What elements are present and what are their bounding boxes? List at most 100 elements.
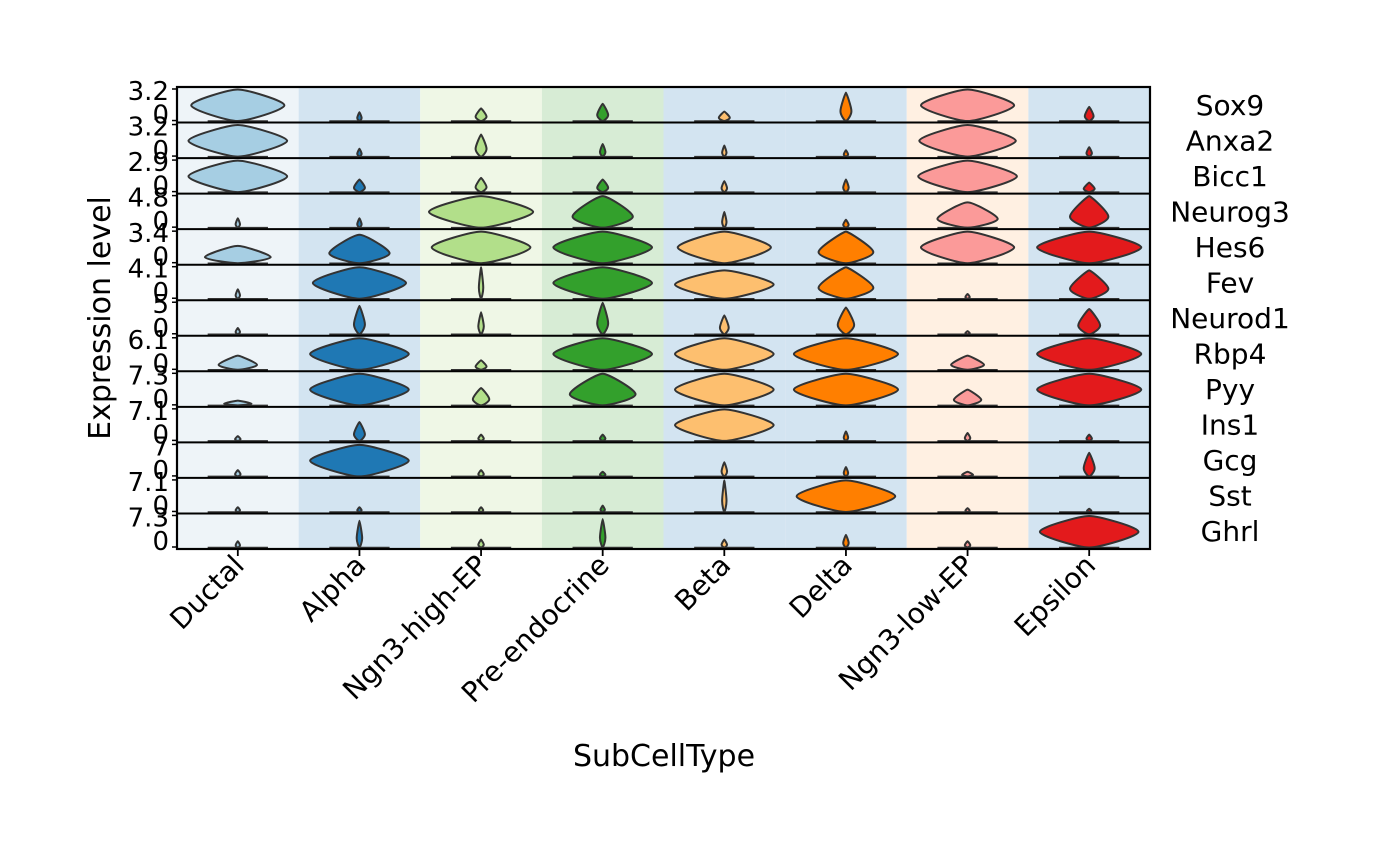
violin-anxa2-ngn3-low-ep bbox=[918, 124, 1017, 158]
y-tick-min-anxa2: 0 bbox=[152, 136, 169, 166]
gene-label-ins1: Ins1 bbox=[1201, 409, 1259, 442]
violin-ghrl-ductal bbox=[234, 540, 242, 549]
violin-rbp4-epsilon bbox=[1036, 337, 1143, 371]
gene-label-anxa2: Anxa2 bbox=[1186, 124, 1274, 157]
violin-neurog3-alpha bbox=[356, 217, 363, 229]
violin-pyy-ductal bbox=[223, 399, 253, 407]
violin-pyy-pre-endocrine bbox=[568, 372, 637, 407]
violin-anxa2-alpha bbox=[356, 147, 363, 158]
violin-bicc1-ngn3-low-ep bbox=[917, 159, 1018, 194]
violin-ins1-beta bbox=[673, 408, 775, 442]
y-tick-max-neurog3: 4.8 bbox=[128, 184, 169, 214]
violin-ghrl-alpha bbox=[355, 519, 364, 549]
violin-rbp4-ductal bbox=[217, 354, 258, 371]
violin-gcg-beta bbox=[720, 461, 729, 478]
violin-ins1-delta bbox=[842, 430, 850, 442]
violin-hes6-delta bbox=[817, 230, 875, 265]
violin-ghrl-ngn3-low-ep bbox=[963, 540, 972, 549]
x-tick-label-delta: Delta bbox=[783, 549, 859, 625]
y-tick-min-ghrl: 0 bbox=[152, 527, 169, 557]
violin-hes6-ductal bbox=[203, 244, 272, 265]
y-tick-max-sst: 7.1 bbox=[128, 468, 169, 498]
violin-neurog3-ductal bbox=[234, 217, 242, 229]
violin-anxa2-epsilon bbox=[1085, 146, 1093, 158]
violin-gcg-alpha bbox=[309, 443, 410, 478]
violin-sox9-pre-endocrine bbox=[596, 102, 610, 123]
violin-neurog3-delta bbox=[842, 218, 850, 229]
violin-anxa2-beta bbox=[721, 144, 728, 158]
x-tick-label-beta: Beta bbox=[668, 549, 737, 618]
violin-hes6-beta bbox=[676, 230, 772, 265]
gene-label-bicc1: Bicc1 bbox=[1192, 160, 1268, 193]
gene-label-rbp4: Rbp4 bbox=[1194, 338, 1267, 371]
y-tick-max-sox9: 3.2 bbox=[128, 77, 169, 107]
violin-sst-epsilon bbox=[1085, 507, 1093, 513]
violin-neurod1-ngn3-high-ep bbox=[477, 311, 485, 336]
violin-hes6-pre-endocrine bbox=[552, 230, 654, 265]
violin-bicc1-alpha bbox=[352, 178, 366, 194]
violin-rbp4-pre-endocrine bbox=[552, 337, 654, 371]
gene-label-neurod1: Neurod1 bbox=[1170, 302, 1290, 335]
violin-sox9-delta bbox=[839, 91, 853, 123]
y-tick-max-gcg: 7 bbox=[152, 432, 169, 462]
violin-ghrl-ngn3-high-ep bbox=[477, 538, 485, 549]
violin-neurod1-delta bbox=[836, 306, 856, 336]
violin-fev-ngn3-high-ep bbox=[477, 266, 485, 300]
violin-pyy-ngn3-low-ep bbox=[952, 388, 983, 407]
y-tick-max-rbp4: 6.1 bbox=[128, 326, 169, 356]
violin-gcg-epsilon bbox=[1082, 451, 1096, 478]
violin-pyy-beta bbox=[673, 372, 775, 407]
violin-neurod1-beta bbox=[718, 314, 730, 336]
y-tick-min-pyy: 0 bbox=[152, 385, 169, 415]
violin-anxa2-ngn3-high-ep bbox=[474, 133, 488, 158]
violin-pyy-epsilon bbox=[1036, 372, 1143, 407]
y-tick-min-neurog3: 0 bbox=[152, 207, 169, 237]
violin-neurog3-epsilon bbox=[1068, 195, 1110, 229]
ticks bbox=[172, 88, 1091, 556]
y-tick-max-pyy: 7.3 bbox=[128, 361, 169, 391]
violin-ins1-ngn3-low-ep bbox=[963, 431, 972, 442]
violin-fev-beta bbox=[673, 269, 775, 300]
x-tick-label-alpha: Alpha bbox=[293, 549, 373, 629]
y-tick-min-neurod1: 0 bbox=[152, 314, 169, 344]
violin-pyy-alpha bbox=[309, 372, 410, 407]
column-backgrounds bbox=[177, 87, 1150, 549]
violin-fev-ngn3-low-ep bbox=[964, 292, 971, 300]
violin-neurog3-ngn3-low-ep bbox=[936, 201, 999, 229]
violin-ghrl-pre-endocrine bbox=[598, 518, 607, 549]
violin-hes6-alpha bbox=[328, 233, 391, 265]
violin-neurod1-alpha bbox=[352, 304, 366, 336]
violin-fev-epsilon bbox=[1068, 269, 1110, 300]
violin-ins1-pre-endocrine bbox=[598, 433, 607, 442]
violin-rbp4-ngn3-low-ep bbox=[950, 354, 986, 371]
y-tick-max-anxa2: 3.2 bbox=[128, 113, 169, 143]
y-tick-min-hes6: 0 bbox=[152, 243, 169, 273]
violin-ins1-ductal bbox=[234, 435, 242, 442]
violin-bicc1-pre-endocrine bbox=[596, 178, 610, 194]
violin-rbp4-ngn3-high-ep bbox=[474, 359, 488, 371]
violin-hes6-ngn3-low-ep bbox=[919, 230, 1016, 265]
violin-neurod1-ductal bbox=[234, 326, 242, 336]
violin-sst-pre-endocrine bbox=[599, 504, 606, 513]
y-tick-min-gcg: 0 bbox=[152, 456, 169, 486]
violin-rbp4-alpha bbox=[309, 337, 410, 371]
violin-ins1-epsilon bbox=[1085, 433, 1093, 442]
x-tick-label-epsilon: Epsilon bbox=[1008, 549, 1102, 643]
violin-sst-delta bbox=[795, 479, 897, 513]
gene-label-hes6: Hes6 bbox=[1195, 231, 1266, 264]
gene-rows bbox=[177, 121, 1150, 515]
violin-fev-alpha bbox=[311, 266, 408, 300]
violin-ghrl-delta bbox=[842, 533, 850, 549]
violin-gcg-ductal bbox=[234, 469, 242, 478]
gene-label-sst: Sst bbox=[1208, 480, 1251, 513]
y-tick-min-sst: 0 bbox=[152, 491, 169, 521]
gene-label-neurog3: Neurog3 bbox=[1170, 195, 1290, 228]
y-tick-max-ins1: 7.1 bbox=[128, 397, 169, 427]
y-tick-min-sox9: 0 bbox=[152, 101, 169, 131]
y-tick-max-bicc1: 2.9 bbox=[128, 148, 169, 178]
violin-sst-ngn3-high-ep bbox=[477, 506, 485, 513]
violin-ins1-alpha bbox=[352, 420, 366, 442]
violin-anxa2-pre-endocrine bbox=[598, 142, 607, 158]
violin-bicc1-ductal bbox=[187, 159, 289, 194]
